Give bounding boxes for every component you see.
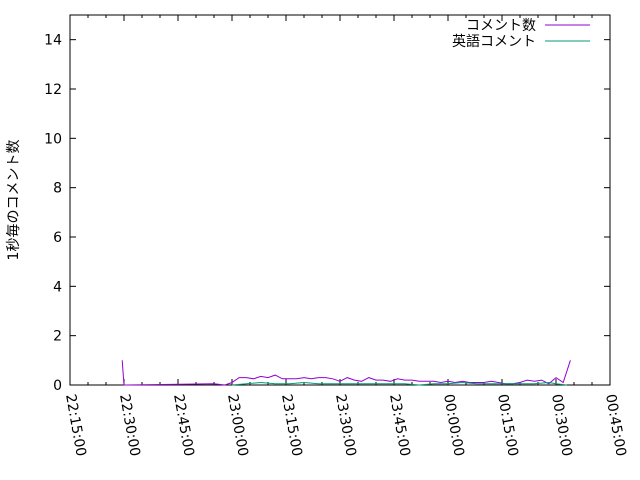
y-axis-label: 1秒毎のコメント数: [6, 140, 22, 261]
legend-label-0: コメント数: [466, 18, 536, 34]
x-axis: 22:15:00 22:30:00 22:45:00 23:00:00 23:15:00…: [62, 15, 629, 458]
y-tick-label: 2: [53, 329, 62, 345]
legend-label-1: 英語コメント: [452, 33, 536, 50]
y-tick-label: 6: [53, 230, 62, 246]
x-tick-label: 23:45:00: [386, 393, 413, 458]
y-tick-label: 8: [53, 181, 62, 197]
y-axis: 0 2 4 6 8 10 12 14: [44, 33, 610, 394]
y-tick-label: 12: [44, 82, 62, 98]
y-tick-label: 10: [44, 131, 62, 147]
x-tick-label: 00:00:00: [440, 393, 467, 458]
x-tick-label: 22:30:00: [116, 393, 143, 458]
x-tick-label: 22:45:00: [170, 393, 197, 458]
x-tick-label: 00:45:00: [602, 393, 629, 458]
series-line-1: [231, 381, 567, 386]
series-lines: [121, 360, 571, 386]
legend: コメント数 英語コメント: [452, 18, 590, 50]
x-tick-label: 23:00:00: [224, 393, 251, 458]
x-tick-label: 00:30:00: [548, 393, 575, 458]
plot-border: [69, 14, 611, 386]
series-line-0: [121, 360, 571, 386]
y-tick-label: 14: [44, 33, 62, 49]
y-tick-label: 0: [53, 378, 62, 394]
x-tick-label: 23:15:00: [278, 393, 305, 458]
x-tick-label: 23:30:00: [332, 393, 359, 458]
x-tick-label: 22:15:00: [62, 393, 89, 458]
x-tick-label: 00:15:00: [494, 393, 521, 458]
y-tick-label: 4: [53, 279, 62, 295]
